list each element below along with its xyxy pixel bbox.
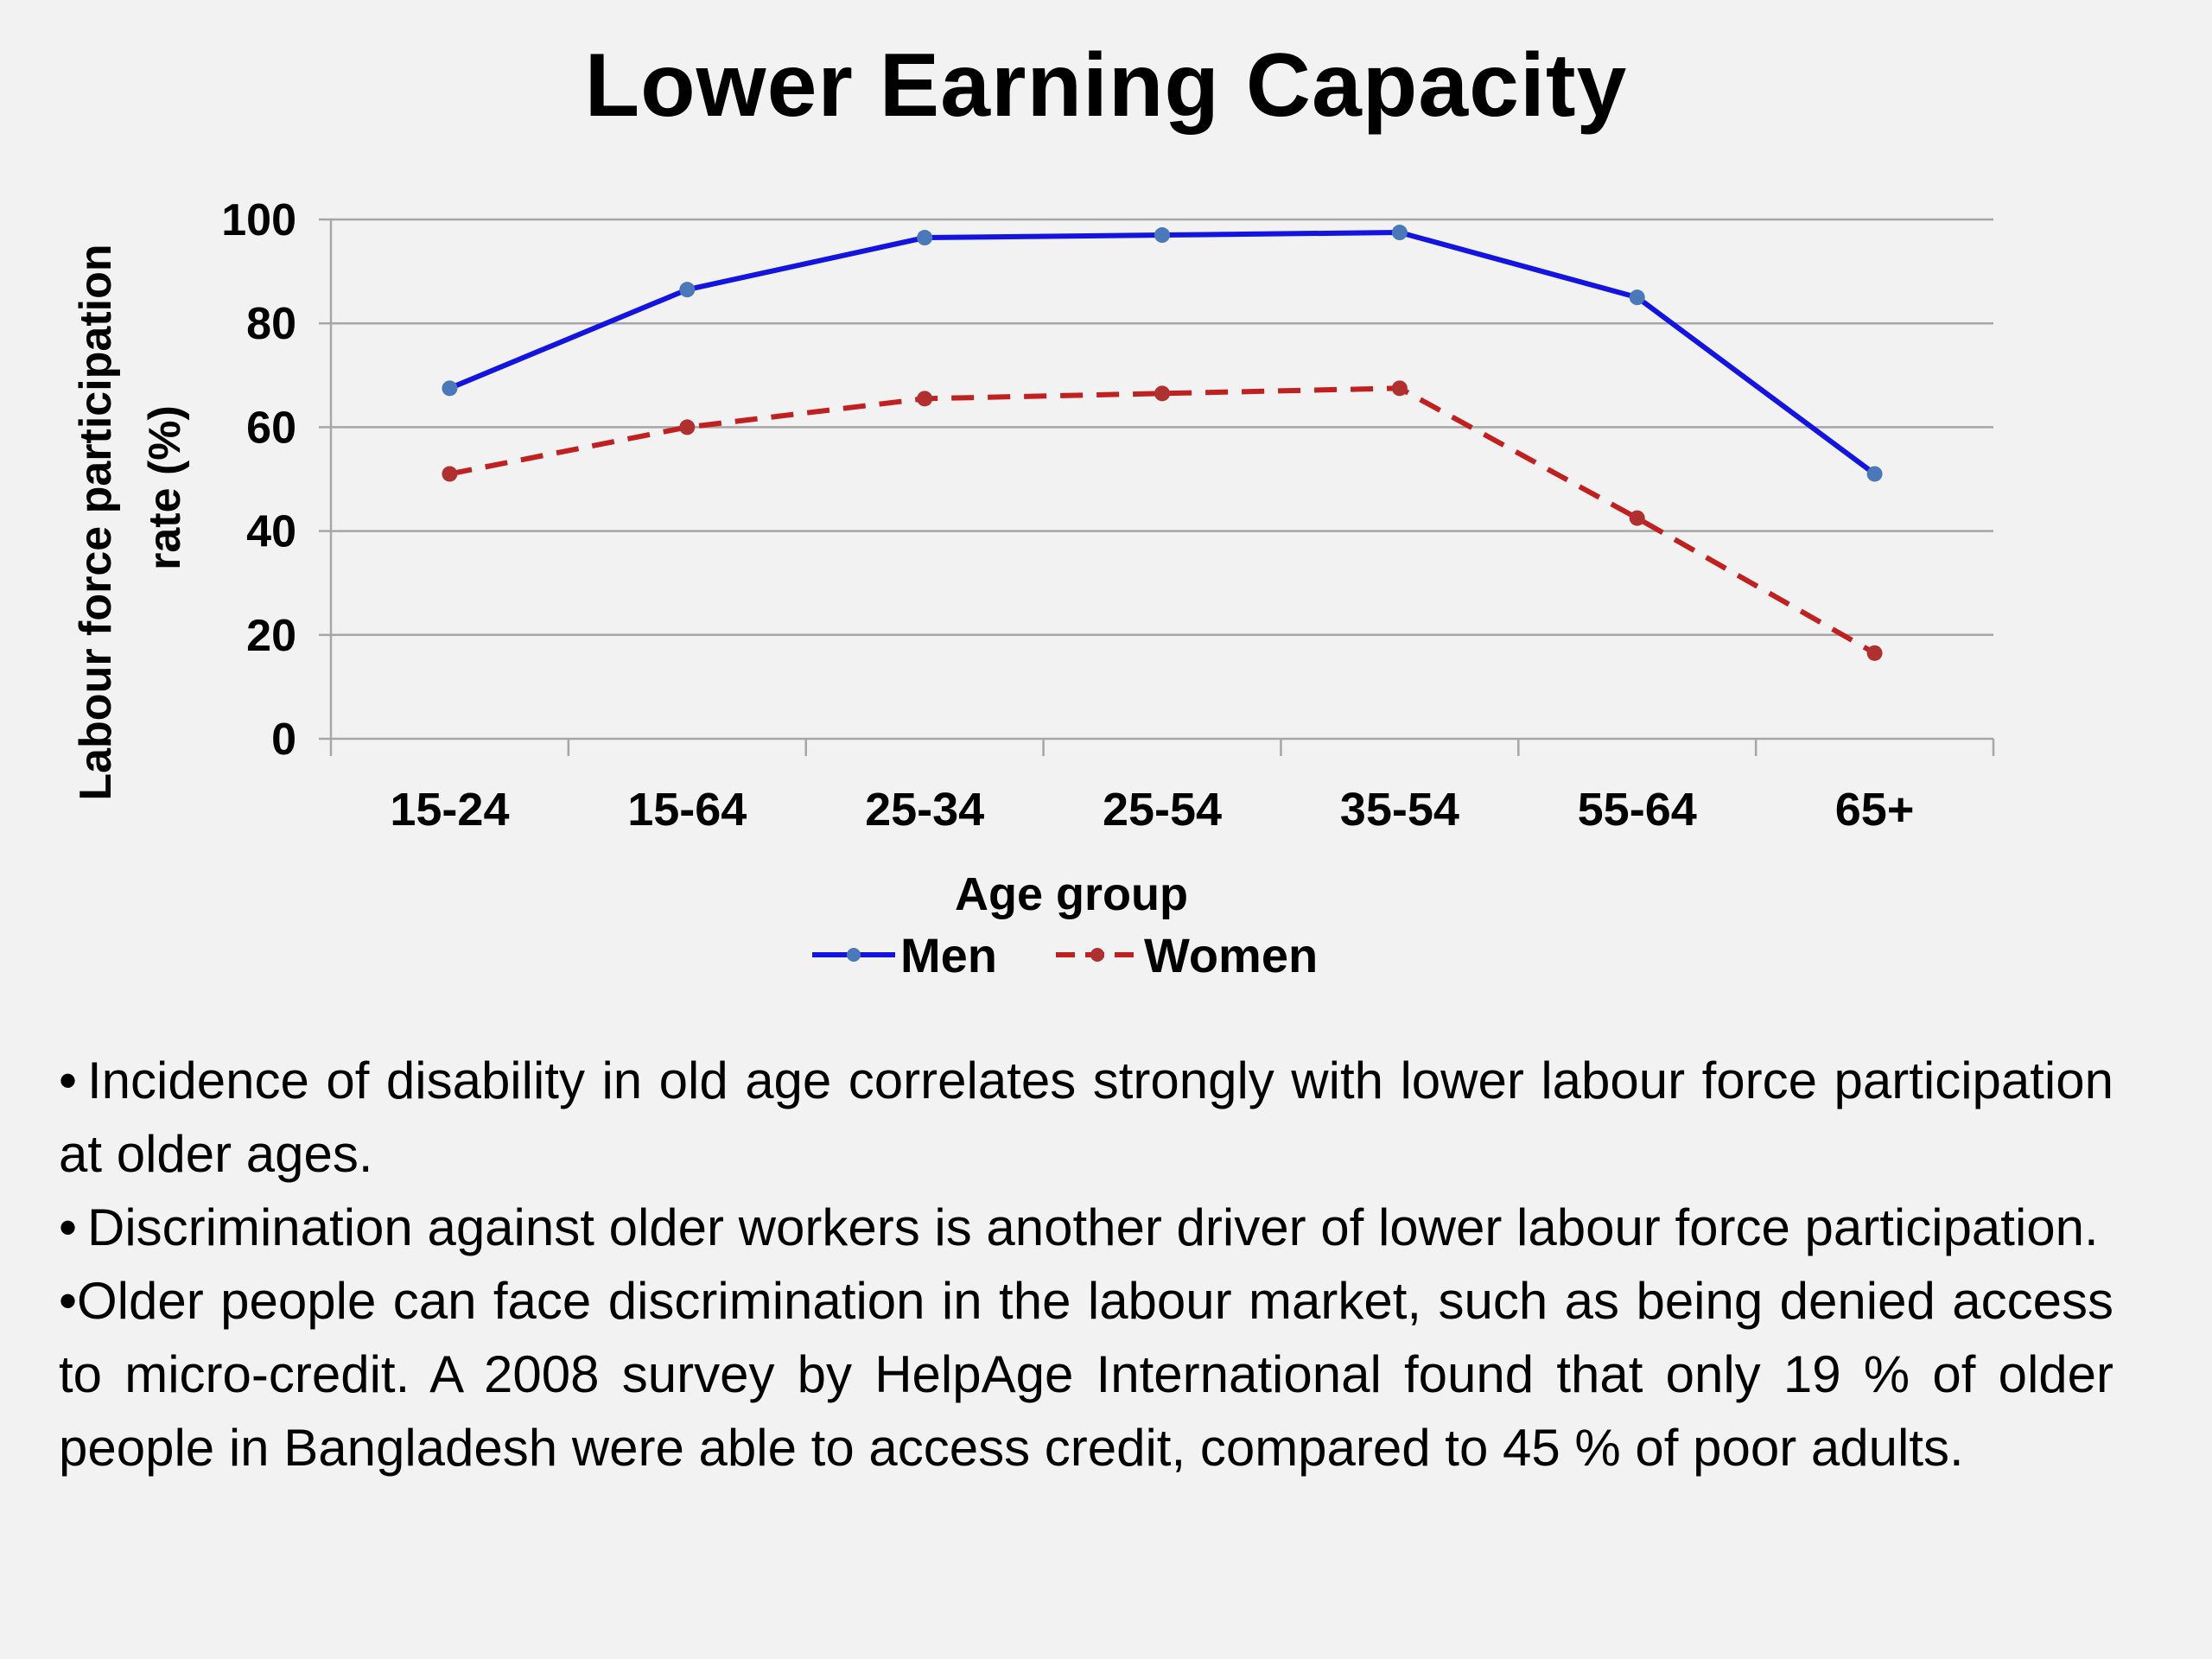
y-tick-label: 20 bbox=[246, 611, 296, 661]
data-point-women bbox=[1154, 385, 1170, 402]
y-tick-label: 0 bbox=[271, 715, 296, 765]
bullet-item-3: •Older people can face discrimination in… bbox=[59, 1272, 2113, 1477]
bullet-item-1: • Incidence of disability in old age corr… bbox=[59, 1052, 2113, 1183]
x-tick-label: 65+ bbox=[1835, 784, 1915, 836]
data-point-men bbox=[1154, 227, 1170, 244]
y-tick-label: 100 bbox=[221, 195, 296, 245]
y-tick-label: 60 bbox=[246, 403, 296, 453]
data-point-women bbox=[1866, 645, 1883, 661]
gridlines bbox=[331, 218, 1993, 637]
data-point-women bbox=[442, 466, 458, 482]
x-tick-labels: 15-24 15-64 25-34 25-54 35-54 55-64 65+ bbox=[390, 784, 1914, 836]
x-tick-label: 25-54 bbox=[1103, 784, 1222, 836]
y-axis-label-line-2: rate (%) bbox=[140, 405, 190, 570]
data-point-women bbox=[917, 391, 933, 407]
labour-force-line-chart: 0 20 40 60 80 100 15-24 15-64 25-34 25-54 35-54 55… bbox=[71, 195, 1995, 982]
legend: Men Women bbox=[812, 928, 1318, 982]
x-tick-label: 15-24 bbox=[390, 784, 509, 836]
bullet-item-2: • Discrimination against older workers is… bbox=[59, 1198, 2099, 1256]
legend-label-men: Men bbox=[900, 928, 997, 982]
axes bbox=[319, 218, 1995, 756]
legend-marker bbox=[847, 948, 861, 962]
data-point-men bbox=[1391, 225, 1408, 241]
data-point-women bbox=[1391, 380, 1408, 397]
data-point-men bbox=[679, 282, 696, 298]
data-point-women bbox=[679, 419, 696, 435]
x-axis-label: Age group bbox=[955, 868, 1188, 920]
y-axis-label: Labour force participation bbox=[71, 244, 121, 800]
series-lines bbox=[442, 225, 1883, 661]
x-tick-label: 25-34 bbox=[865, 784, 984, 836]
x-tick-label: 35-54 bbox=[1340, 784, 1459, 836]
data-point-men bbox=[1866, 466, 1883, 482]
data-point-men bbox=[917, 230, 933, 246]
series-line-men bbox=[448, 230, 1877, 476]
x-tick-label: 15-64 bbox=[627, 784, 747, 836]
x-tick-label: 55-64 bbox=[1578, 784, 1697, 836]
data-point-men bbox=[1629, 289, 1645, 306]
y-tick-labels: 0 20 40 60 80 100 bbox=[221, 195, 296, 765]
y-tick-label: 40 bbox=[246, 507, 296, 557]
legend-marker bbox=[1090, 948, 1104, 962]
data-point-men bbox=[442, 380, 458, 397]
slide-title: Lower Earning Capacity bbox=[584, 35, 1628, 136]
y-tick-label: 80 bbox=[246, 299, 296, 349]
data-point-women bbox=[1629, 510, 1645, 526]
bullet-list: • Incidence of disability in old age corr… bbox=[59, 1044, 2113, 1484]
legend-label-women: Women bbox=[1144, 928, 1318, 982]
